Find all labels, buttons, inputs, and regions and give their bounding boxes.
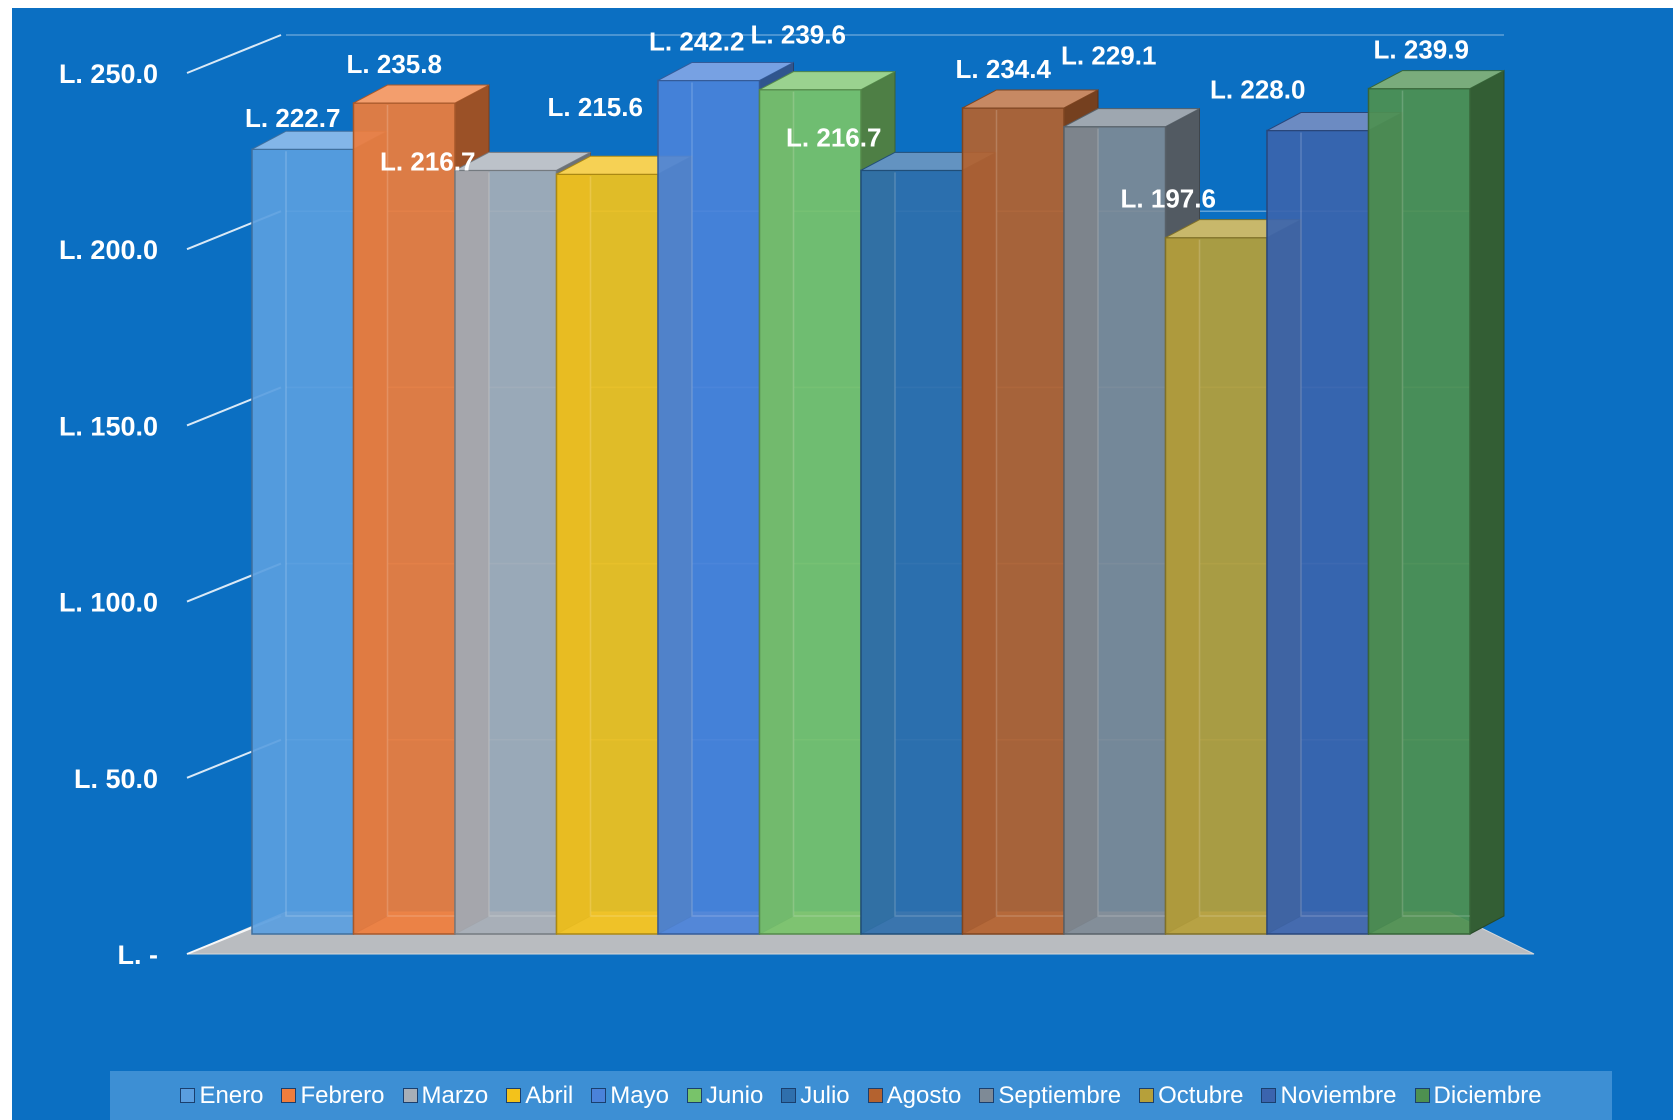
legend-label: Febrero (300, 1081, 385, 1109)
data-label-julio: L. 216.7 (786, 122, 881, 152)
legend-item-marzo: Marzo (402, 1081, 489, 1110)
legend-swatch (781, 1088, 797, 1103)
legend-label: Agosto (886, 1081, 962, 1109)
y-tick-label: L. 100.0 (59, 588, 158, 618)
data-label-febrero: L. 235.8 (347, 49, 442, 79)
legend-swatch (979, 1088, 995, 1103)
bar-front (251, 148, 355, 935)
bar-front (352, 102, 456, 935)
data-labels: L. 222.7L. 235.8 L. 216.7 L. 215.6 L. 242.2… (245, 20, 1469, 214)
legend-swatch (1261, 1088, 1277, 1103)
bar-front (860, 169, 964, 935)
legend-item-octubre: Octubre (1139, 1082, 1243, 1110)
axis-connector (186, 34, 282, 74)
data-label-agosto: L. 234.4 (956, 54, 1052, 84)
bar-inner-edge (691, 82, 760, 917)
bar-front (1367, 87, 1471, 935)
bar-top (454, 151, 591, 171)
legend-item-mayo: Mayo (591, 1082, 669, 1110)
bar-top (657, 61, 794, 81)
bar-inner-edge (1401, 90, 1470, 917)
chart-frame: L. - L. 50.0 L. 100.0 L. 150.0 L. 200.0 L. 25… (12, 8, 1673, 1120)
legend-swatch (1414, 1088, 1430, 1103)
bar-inner-edge (1300, 132, 1369, 917)
legend-item-junio: Junio (686, 1081, 764, 1110)
legend-label: Abril (525, 1081, 574, 1109)
y-tick-label: L. 200.0 (59, 235, 158, 265)
legend-swatch (1139, 1088, 1155, 1103)
legend-swatch (867, 1088, 883, 1103)
legend-label: Septiembre (998, 1081, 1122, 1109)
bar-inner-edge (1198, 239, 1267, 917)
bar-front (1164, 236, 1268, 935)
bar-inner-edge (792, 91, 861, 917)
bar-front (1266, 129, 1370, 935)
data-label-abril: L. 215.6 (548, 92, 643, 122)
bar-top (1368, 70, 1505, 90)
legend-label: Junio (705, 1081, 764, 1109)
legend-item-agosto: Agosto (867, 1081, 962, 1110)
bar-inner-edge (488, 172, 557, 917)
legend-swatch (180, 1088, 196, 1103)
bar-diciembre (1367, 69, 1505, 935)
legend: Enero Febrero Marzo Abril Mayo Junio Julio Agos… (110, 1071, 1612, 1120)
bars (251, 61, 1505, 935)
legend-label: Noviembre (1280, 1081, 1397, 1109)
legend-item-noviembre: Noviembre (1261, 1081, 1397, 1110)
data-label-septiembre: L. 229.1 (1061, 41, 1156, 71)
legend-item-julio: Julio (781, 1081, 850, 1110)
bar-inner-edge (1097, 128, 1166, 917)
data-label-enero: L. 222.7 (245, 103, 340, 133)
legend-item-septiembre: Septiembre (979, 1082, 1121, 1110)
data-label-junio: L. 239.6 (751, 20, 846, 50)
bar-front (454, 169, 558, 935)
legend-item-enero: Enero (180, 1082, 263, 1110)
legend-swatch (402, 1088, 418, 1103)
bar-inner-edge (995, 109, 1064, 917)
y-tick-label: L. 50.0 (74, 764, 158, 794)
data-label-marzo: L. 216.7 (380, 146, 475, 176)
y-tick-label: L. 150.0 (59, 411, 158, 441)
data-label-mayo: L. 242.2 (649, 26, 744, 56)
bar-top (962, 89, 1099, 109)
bar-front (961, 107, 1065, 935)
legend-swatch (281, 1088, 297, 1103)
legend-label: Enero (199, 1081, 264, 1109)
data-label-octubre: L. 197.6 (1121, 184, 1216, 214)
bar-inner-edge (894, 172, 963, 917)
y-tick-label: L. 250.0 (59, 59, 158, 89)
bar-front (657, 79, 761, 935)
bar-front (1063, 125, 1167, 935)
y-axis: L. - L. 50.0 L. 100.0 L. 150.0 L. 200.0 L. 25… (59, 34, 282, 970)
legend-label: Diciembre (1433, 1081, 1542, 1109)
legend-label: Mayo (610, 1081, 669, 1109)
bar-chart: L. - L. 50.0 L. 100.0 L. 150.0 L. 200.0 L. 25… (59, 20, 1535, 970)
legend-label: Julio (800, 1081, 850, 1109)
bar-top (1063, 108, 1200, 128)
legend-item-febrero: Febrero (281, 1081, 385, 1110)
legend-swatch (591, 1088, 607, 1103)
bar-front (555, 173, 659, 935)
bar-top (353, 84, 490, 104)
data-label-diciembre: L. 239.9 (1374, 35, 1469, 65)
bar-top (759, 71, 896, 91)
data-label-noviembre: L. 228.0 (1210, 75, 1305, 105)
legend-item-diciembre: Diciembre (1414, 1081, 1542, 1110)
y-tick-label: L. - (118, 940, 159, 970)
bar-inner-edge (285, 151, 354, 917)
bar-front (758, 88, 862, 935)
legend-label: Octubre (1158, 1081, 1244, 1109)
legend-item-abril: Abril (506, 1082, 573, 1110)
bar-side (1469, 69, 1505, 935)
legend-swatch (506, 1088, 522, 1103)
legend-swatch (686, 1088, 702, 1103)
bar-inner-edge (589, 176, 658, 917)
legend-label: Marzo (421, 1081, 489, 1109)
bar-inner-edge (386, 105, 455, 917)
